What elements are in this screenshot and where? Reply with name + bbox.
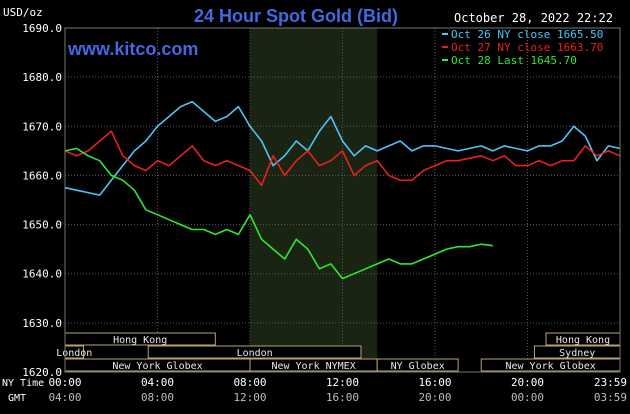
plot-area bbox=[64, 27, 621, 373]
y-tick-label: 1690.0 bbox=[22, 22, 62, 35]
brand-watermark: www.kitco.com bbox=[67, 39, 198, 59]
session-box bbox=[376, 358, 459, 372]
session-label: New York Globex bbox=[112, 361, 202, 372]
x-tick-label-gmt: 20:00 bbox=[418, 391, 451, 404]
y-tick-label: 1620.0 bbox=[22, 366, 62, 379]
session-label: Hong Kong bbox=[113, 335, 167, 346]
series-line-3 bbox=[64, 147, 493, 280]
y-tick-label: 1630.0 bbox=[22, 317, 62, 330]
series-line-1 bbox=[64, 100, 621, 196]
session-label: New York NYMEX bbox=[271, 361, 355, 372]
x-tick-label-ny: 20:00 bbox=[511, 376, 544, 389]
x-tick-label-gmt: 04:00 bbox=[48, 391, 81, 404]
session-label: London bbox=[237, 348, 273, 359]
nymex-shaded-region bbox=[250, 28, 378, 372]
units-label: USD/oz bbox=[3, 6, 43, 19]
gmt-row-label: GMT bbox=[8, 393, 26, 404]
y-tick-label: 1640.0 bbox=[22, 268, 62, 281]
session-label: Sydney bbox=[559, 348, 595, 359]
session-label: Hong Kong bbox=[556, 335, 610, 346]
timestamp: October 28, 2022 22:22 bbox=[454, 11, 613, 25]
x-tick-label-gmt: 03:59 bbox=[594, 391, 627, 404]
y-tick-label: 1650.0 bbox=[22, 219, 62, 232]
ny-time-row-label: NY Time bbox=[2, 378, 44, 389]
x-tick-label-ny: 04:00 bbox=[141, 376, 174, 389]
session-label: NY Globex bbox=[391, 361, 445, 372]
x-tick-label-gmt: 12:00 bbox=[233, 391, 266, 404]
x-tick-label-ny: 08:00 bbox=[233, 376, 266, 389]
legend-entry: Oct 27 NY close 1663.70 bbox=[451, 41, 603, 54]
legend-entry: Oct 26 NY close 1665.50 bbox=[451, 28, 603, 41]
x-tick-label-ny: 23:59 bbox=[594, 376, 627, 389]
session-label: London bbox=[56, 348, 92, 359]
trading-sessions: Hong Kong Hong Kong London London Sydney New … bbox=[56, 332, 621, 372]
session-box bbox=[147, 345, 362, 359]
session-label: New York Globex bbox=[505, 361, 595, 372]
y-tick-label: 1660.0 bbox=[22, 169, 62, 182]
x-tick-label-gmt: 00:00 bbox=[511, 391, 544, 404]
y-tick-label: 1670.0 bbox=[22, 120, 62, 133]
x-tick-label-ny: 12:00 bbox=[326, 376, 359, 389]
legend-entry: Oct 28 Last 1645.70 bbox=[451, 54, 577, 67]
series-line-2 bbox=[64, 130, 621, 187]
x-tick-label-gmt: 08:00 bbox=[141, 391, 174, 404]
x-tick-label-ny: 16:00 bbox=[418, 376, 451, 389]
x-tick-label-gmt: 16:00 bbox=[326, 391, 359, 404]
y-tick-label: 1680.0 bbox=[22, 71, 62, 84]
chart-title: 24 Hour Spot Gold (Bid) bbox=[194, 6, 398, 26]
plot-frame bbox=[64, 27, 621, 373]
x-tick-label-ny: 00:00 bbox=[48, 376, 81, 389]
axes: 1620.0 1630.0 1640.0 1650.0 1660.0 1670.0 1680… bbox=[2, 22, 627, 404]
